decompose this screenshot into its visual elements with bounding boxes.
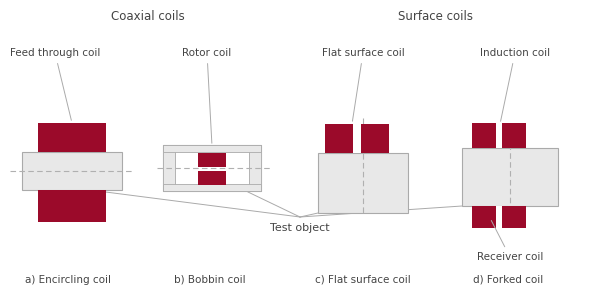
Bar <box>353 124 361 153</box>
Bar <box>163 145 261 152</box>
Text: a) Encircling coil: a) Encircling coil <box>25 275 111 285</box>
Bar <box>472 206 496 228</box>
Bar <box>38 123 106 152</box>
Text: Coaxial coils: Coaxial coils <box>111 10 185 23</box>
Text: Flat surface coil: Flat surface coil <box>322 48 404 121</box>
Bar <box>325 124 353 153</box>
Bar <box>163 184 261 191</box>
Text: Test object: Test object <box>270 223 330 233</box>
Text: Surface coils: Surface coils <box>398 10 473 23</box>
Bar <box>163 145 261 191</box>
Bar <box>472 123 496 148</box>
Bar <box>38 190 106 222</box>
Bar <box>462 148 558 206</box>
Text: Rotor coil: Rotor coil <box>182 48 232 143</box>
Bar <box>249 152 261 184</box>
Bar <box>163 152 175 184</box>
Bar <box>361 124 389 153</box>
Text: Receiver coil: Receiver coil <box>477 220 543 262</box>
Text: b) Bobbin coil: b) Bobbin coil <box>174 275 246 285</box>
Text: Induction coil: Induction coil <box>480 48 550 121</box>
Text: c) Flat surface coil: c) Flat surface coil <box>315 275 411 285</box>
Text: Feed through coil: Feed through coil <box>10 48 100 120</box>
Bar <box>198 171 226 185</box>
Bar <box>502 123 526 148</box>
Bar <box>175 149 249 187</box>
Bar <box>496 123 502 148</box>
Bar <box>22 152 122 190</box>
Bar <box>496 206 502 228</box>
Text: d) Forked coil: d) Forked coil <box>473 275 543 285</box>
Bar <box>318 153 408 213</box>
Bar <box>198 153 226 167</box>
Bar <box>502 206 526 228</box>
